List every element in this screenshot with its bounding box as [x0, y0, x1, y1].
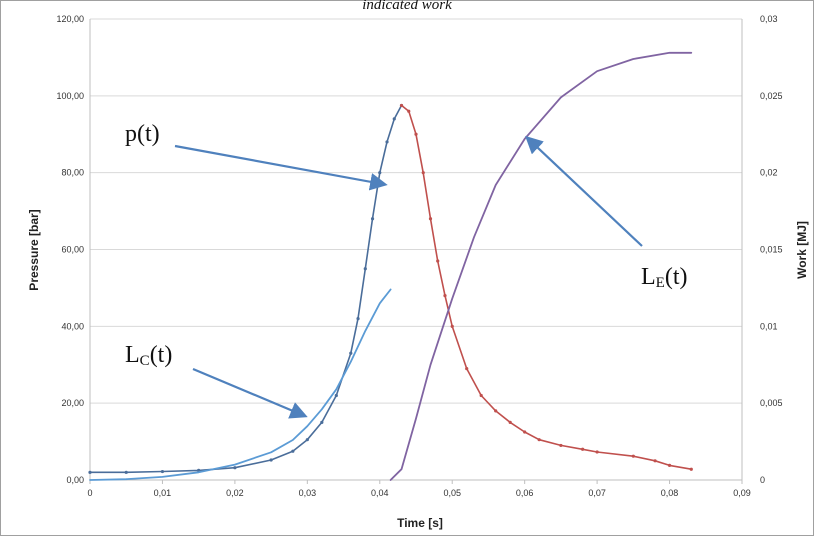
axes [89, 19, 743, 484]
x-tick-label: 0,06 [516, 488, 534, 498]
data-point [450, 324, 454, 328]
x-tick-label: 0,03 [299, 488, 317, 498]
annotations-layer [174, 135, 643, 419]
data-point [494, 409, 498, 413]
data-point [124, 470, 128, 474]
data-point [523, 430, 527, 434]
data-point [392, 117, 396, 121]
x-tick-label: 0,07 [588, 488, 606, 498]
y-tick-label: 100,00 [56, 91, 84, 101]
data-point [160, 469, 165, 474]
data-point [559, 443, 563, 448]
y2-axis-title: Work [MJ] [795, 221, 809, 279]
x-tick-label: 0 [87, 488, 92, 498]
data-point [269, 458, 273, 462]
x-tick-label: 0,04 [371, 488, 389, 498]
grid [90, 18, 742, 481]
data-point [443, 294, 447, 298]
series-pressure-compression [89, 104, 403, 474]
data-point [631, 454, 635, 458]
data-point [370, 217, 375, 221]
data-point [334, 393, 338, 398]
data-point [581, 447, 585, 451]
data-point [414, 132, 418, 136]
data-point [363, 267, 367, 271]
series-work-expansion [389, 51, 693, 481]
y2-tick-label: 0,03 [760, 14, 778, 24]
y-axis-title: Pressure [bar] [27, 209, 41, 290]
annotation-lc: LC(t) [125, 342, 172, 369]
data-point [197, 468, 201, 472]
data-point [428, 217, 433, 221]
data-point [349, 351, 353, 355]
x-tick-label: 0,01 [154, 488, 172, 498]
x-tick-label: 0,08 [661, 488, 679, 498]
series-layer [88, 51, 693, 481]
y-tick-label: 0,00 [66, 475, 84, 485]
x-tick-labels: 0 0,01 0,02 0,03 0,04 0,05 0,06 0,07 0,08 0,09 [87, 488, 750, 498]
x-tick-label: 0,05 [443, 488, 461, 498]
y-tick-label: 120,00 [56, 14, 84, 24]
data-point [479, 393, 483, 398]
data-point [305, 438, 309, 442]
data-point [233, 466, 237, 470]
y2-tick-label: 0,025 [760, 91, 783, 101]
y2-tick-label: 0,005 [760, 398, 783, 408]
annotation-le: LE(t) [641, 264, 688, 291]
data-point [407, 109, 411, 113]
y-tick-label: 40,00 [61, 321, 84, 331]
data-point [399, 103, 404, 108]
data-point [421, 171, 425, 175]
data-point [667, 463, 672, 468]
data-point [320, 420, 324, 424]
y2-tick-label: 0 [760, 475, 765, 485]
data-point [508, 420, 512, 424]
x-axis-title: Time [s] [397, 516, 443, 530]
data-point [291, 449, 295, 453]
x-tick-label: 0,02 [226, 488, 244, 498]
chart-caption: indicated work [362, 0, 452, 13]
y2-tick-label: 0,015 [760, 245, 783, 255]
data-point [88, 470, 92, 474]
data-point [356, 317, 360, 321]
data-point [378, 171, 382, 175]
y-tick-labels: 0,00 20,00 40,00 60,00 80,00 100,00 120,00 [56, 14, 84, 485]
x-tick-label: 0,09 [733, 488, 751, 498]
y-tick-label: 20,00 [61, 398, 84, 408]
y-tick-label: 60,00 [61, 245, 84, 255]
annotation-arrow-lc [192, 367, 308, 419]
y-tick-label: 80,00 [61, 168, 84, 178]
data-point [653, 459, 657, 463]
data-point [465, 366, 469, 371]
annotation-arrow-le [525, 135, 643, 247]
data-point [537, 438, 541, 442]
annotation-arrow-p [174, 144, 388, 191]
series-work-compression [89, 288, 392, 481]
data-point [689, 467, 693, 471]
y2-tick-label: 0,02 [760, 168, 778, 178]
y2-tick-labels: 0 0,005 0,01 0,015 0,02 0,025 0,03 [760, 14, 783, 485]
data-point [436, 259, 440, 263]
data-point [385, 140, 389, 144]
y2-tick-label: 0,01 [760, 321, 778, 331]
data-point [595, 450, 599, 454]
annotation-p: p(t) [125, 121, 160, 147]
